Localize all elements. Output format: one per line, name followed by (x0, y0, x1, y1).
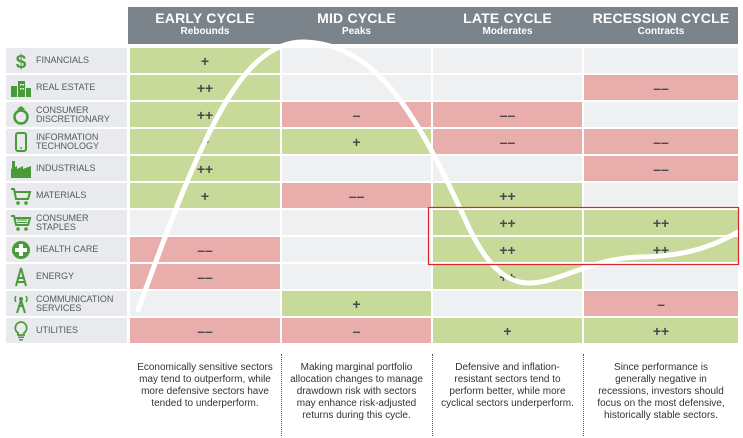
rating-cell: –– (584, 156, 738, 181)
rating-cell (433, 291, 582, 316)
sector-label-materials: MATERIALS (6, 183, 127, 208)
cycle-description-3: Defensive and inflation-resistant sector… (441, 362, 574, 409)
rating-cell: + (130, 129, 280, 154)
rating-cell: ++ (130, 75, 280, 100)
rating-cell: ++ (433, 264, 582, 289)
rating-cell (282, 237, 431, 262)
rating-cell: + (282, 291, 431, 316)
column-header-4: RECESSION CYCLE Contracts (584, 7, 738, 44)
rating-cell: – (584, 291, 738, 316)
rating-cell: –– (130, 264, 280, 289)
column-subtitle: Moderates (482, 26, 533, 37)
rating-cell: + (130, 48, 280, 73)
lightbulb-icon (10, 320, 32, 342)
rating-cell: ++ (433, 183, 582, 208)
rating-cell (130, 291, 280, 316)
rating-cell: –– (584, 75, 738, 100)
svg-text:$: $ (16, 52, 27, 71)
column-title: RECESSION CYCLE (592, 10, 730, 26)
sector-name: FINANCIALS (36, 55, 90, 65)
rating-cell (282, 210, 431, 235)
sector-label-financials: $ FINANCIALS (6, 48, 127, 73)
column-title: MID CYCLE (317, 10, 396, 26)
sector-label-industrials: INDUSTRIALS (6, 156, 127, 181)
factory-icon (10, 158, 32, 180)
dollar-icon: $ (10, 50, 32, 72)
basket-icon (10, 212, 32, 234)
rating-cell: –– (584, 129, 738, 154)
rating-cell (433, 75, 582, 100)
column-divider (583, 354, 584, 436)
sector-name: HEALTH CARE (36, 244, 99, 254)
rating-cell: – (282, 318, 431, 343)
sector-name: MATERIALS (36, 190, 87, 200)
column-header-2: MID CYCLE Peaks (282, 7, 431, 44)
rating-cell (584, 264, 738, 289)
cart-icon (10, 185, 32, 207)
sector-label-utilities: UTILITIES (6, 318, 127, 343)
rating-cell: ++ (584, 318, 738, 343)
column-subtitle: Peaks (342, 26, 371, 37)
rating-cell (282, 264, 431, 289)
rating-cell (584, 48, 738, 73)
phone-icon (10, 131, 32, 153)
sector-name: CONSUMER STAPLES (36, 212, 89, 232)
rating-cell: –– (130, 318, 280, 343)
rating-cell: ++ (433, 210, 582, 235)
column-title: LATE CYCLE (463, 10, 552, 26)
rating-cell (282, 48, 431, 73)
rating-cell (282, 75, 431, 100)
sector-name: INFORMATION TECHNOLOGY (36, 131, 100, 151)
rating-cell (433, 156, 582, 181)
sector-label-communication-services: COMMUNICATION SERVICES (6, 291, 127, 316)
rating-cell: + (130, 183, 280, 208)
column-header-bar (128, 7, 738, 44)
rating-cell (130, 210, 280, 235)
ring-icon (10, 104, 32, 126)
oil-derrick-icon (10, 266, 32, 288)
medical-cross-icon (10, 239, 32, 261)
rating-cell: ++ (433, 237, 582, 262)
rating-cell (282, 156, 431, 181)
rating-cell: –– (130, 237, 280, 262)
rating-cell: ++ (584, 237, 738, 262)
column-header-3: LATE CYCLE Moderates (433, 7, 582, 44)
column-divider (281, 354, 282, 436)
rating-cell: + (282, 129, 431, 154)
sector-name: COMMUNICATION SERVICES (36, 293, 114, 313)
sector-name: CONSUMER DISCRETIONARY (36, 104, 110, 124)
sector-label-information-technology: INFORMATION TECHNOLOGY (6, 129, 127, 154)
column-header-1: EARLY CYCLE Rebounds (130, 7, 280, 44)
column-divider (432, 354, 433, 436)
sector-name: ENERGY (36, 271, 75, 281)
sector-name: REAL ESTATE (36, 82, 96, 92)
column-subtitle: Contracts (637, 26, 685, 37)
rating-cell: + (433, 318, 582, 343)
sector-name: INDUSTRIALS (36, 163, 96, 173)
antenna-icon (10, 293, 32, 315)
rating-cell: –– (282, 183, 431, 208)
column-title: EARLY CYCLE (155, 10, 255, 26)
buildings-icon (10, 77, 32, 99)
sector-label-real-estate: REAL ESTATE (6, 75, 127, 100)
column-subtitle: Rebounds (180, 26, 230, 37)
sector-label-health-care: HEALTH CARE (6, 237, 127, 262)
sector-label-consumer-discretionary: CONSUMER DISCRETIONARY (6, 102, 127, 127)
rating-cell (433, 48, 582, 73)
rating-cell (584, 183, 738, 208)
sector-name: UTILITIES (36, 325, 79, 335)
rating-cell (584, 102, 738, 127)
rating-cell: ++ (130, 156, 280, 181)
rating-cell: ++ (130, 102, 280, 127)
cycle-description-1: Economically sensitive sectors may tend … (137, 362, 273, 409)
sector-label-energy: ENERGY (6, 264, 127, 289)
cycle-description-4: Since performance is generally negative … (597, 362, 725, 421)
rating-cell: –– (433, 129, 582, 154)
rating-cell: ++ (584, 210, 738, 235)
rating-cell: – (282, 102, 431, 127)
sector-label-consumer-staples: CONSUMER STAPLES (6, 210, 127, 235)
cycle-description-2: Making marginal portfolio allocation cha… (290, 362, 423, 421)
rating-cell: –– (433, 102, 582, 127)
